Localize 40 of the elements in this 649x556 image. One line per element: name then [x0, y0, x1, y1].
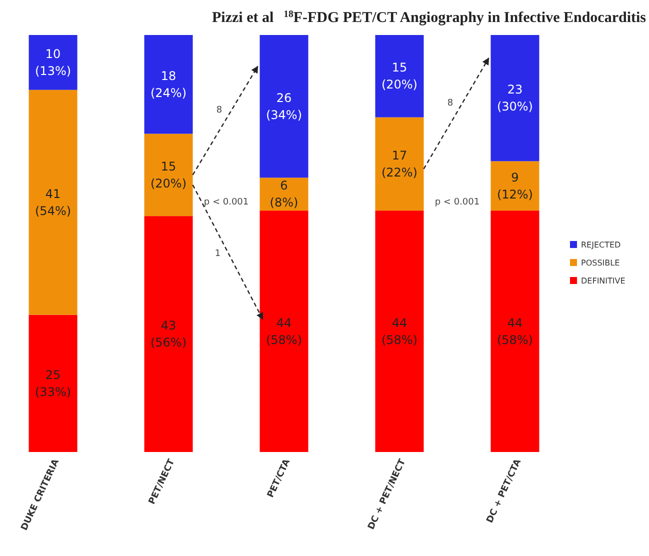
data-label: 43 (56%) — [150, 318, 187, 350]
bar — [375, 210, 424, 452]
legend-label: REJECTED — [581, 240, 621, 250]
data-label: 6 (8%) — [270, 178, 298, 210]
bar — [144, 216, 193, 452]
chart-title: $^{18}$F-FDG PET/CT Angiography in Infective Endocarditis — [284, 8, 646, 26]
data-label: 9 (12%) — [496, 170, 533, 202]
bar — [490, 161, 540, 211]
bar — [144, 35, 193, 134]
annotation: 8 — [447, 98, 454, 109]
bar — [144, 134, 193, 216]
bar — [260, 210, 308, 452]
data-label: 44 (58%) — [496, 316, 533, 347]
data-label: 44 (58%) — [266, 316, 302, 347]
bar — [375, 35, 424, 118]
data-label: 23 (30%) — [496, 82, 533, 114]
bar — [375, 117, 424, 211]
bar — [28, 35, 78, 90]
annotation: p < 0.001 — [434, 198, 480, 208]
chart-subtitle: Pizzi et al — [212, 10, 274, 26]
annotation: 1 — [214, 249, 221, 260]
data-label: 41 (54%) — [35, 186, 72, 218]
bar — [490, 210, 540, 452]
data-label: 44 (58%) — [381, 316, 418, 347]
data-label: 10 (13%) — [35, 46, 72, 78]
bar — [490, 35, 540, 162]
bar — [260, 35, 308, 178]
bar — [28, 314, 78, 452]
annotation: 8 — [216, 106, 222, 116]
legend-label: DEFINITIVE — [581, 276, 626, 286]
bar — [260, 178, 308, 211]
data-label: 17 (22%) — [381, 148, 418, 180]
data-label: 25 (33%) — [35, 368, 72, 399]
bar — [28, 90, 78, 315]
data-label: 26 (34%) — [266, 90, 302, 122]
annotation: p < 0.001 — [204, 198, 249, 208]
data-label: 15 (20%) — [381, 60, 418, 92]
data-label: 18 (24%) — [150, 68, 187, 100]
legend-label: POSSIBLE — [581, 258, 620, 268]
data-label: 15 (20%) — [150, 159, 187, 190]
